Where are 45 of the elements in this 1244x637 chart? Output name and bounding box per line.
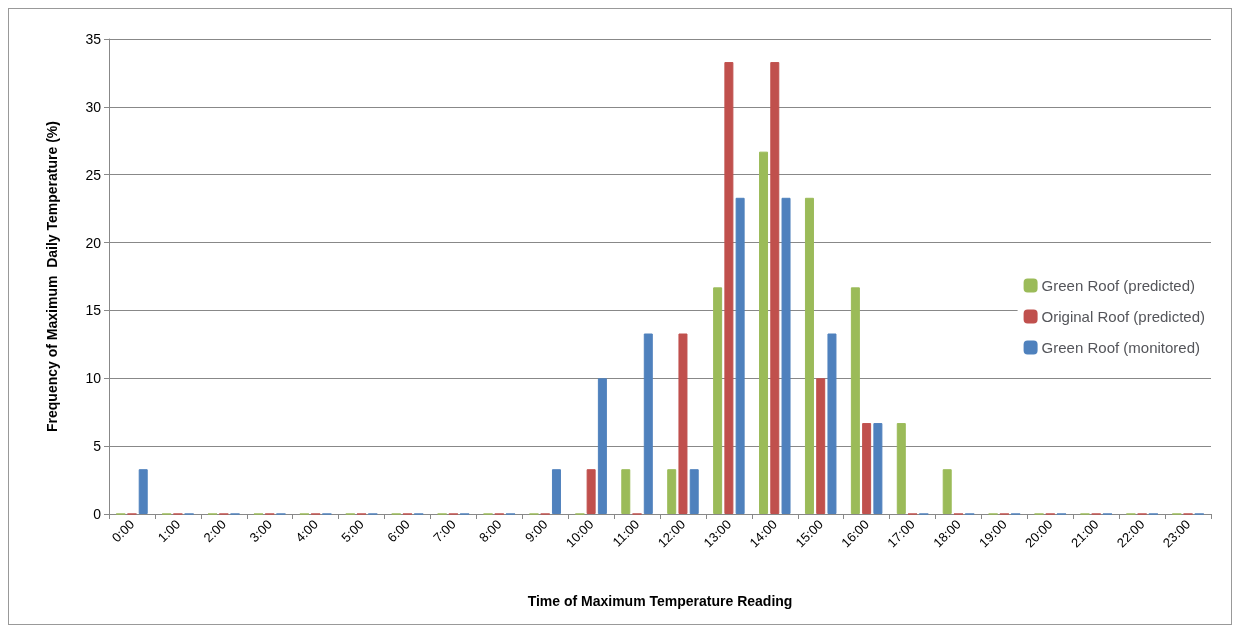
bar (759, 151, 769, 514)
y-tick-label: 0 (93, 506, 102, 522)
x-tick-label: 3:00 (246, 516, 276, 546)
y-tick-label: 30 (85, 98, 102, 115)
bar (862, 423, 872, 514)
bar (643, 333, 653, 514)
legend-label: Original Roof (predicted) (1041, 308, 1205, 325)
y-tick-label: 10 (85, 370, 102, 387)
legend-label: Green Roof (predicted) (1041, 277, 1196, 294)
bar (850, 287, 860, 514)
x-tick-label: 4:00 (292, 516, 321, 546)
bar (781, 197, 791, 514)
x-tick-label: 0:00 (108, 516, 138, 546)
bar (621, 469, 631, 514)
bar (770, 62, 780, 514)
bar (735, 197, 745, 514)
bar (678, 333, 688, 514)
y-tick-label: 25 (85, 166, 102, 183)
x-tick-label: 5:00 (338, 516, 367, 546)
legend-label: Green Roof (monitored) (1041, 339, 1200, 356)
bar (942, 469, 952, 514)
x-tick-label: 8:00 (476, 516, 505, 546)
bar (597, 378, 607, 514)
x-tick-label: 1:00 (154, 516, 184, 546)
bar (827, 333, 837, 514)
bar (586, 469, 596, 514)
y-tick-label: 20 (85, 234, 102, 251)
x-axis-title: Time of Maximum Temperature Reading (527, 593, 793, 609)
x-tick-label: 6:00 (384, 516, 413, 546)
bar (667, 469, 677, 514)
bar (816, 378, 826, 514)
bar (873, 423, 883, 514)
bar (689, 469, 699, 514)
bar (724, 62, 734, 514)
bar (551, 469, 561, 514)
y-tick-label: 15 (85, 302, 102, 319)
x-tick-label: 9:00 (522, 516, 551, 546)
bar (896, 423, 906, 514)
bar (713, 287, 723, 514)
bar (804, 197, 814, 514)
y-tick-label: 35 (85, 31, 102, 47)
bar (138, 469, 148, 514)
y-tick-label: 5 (93, 438, 102, 455)
x-tick-label: 7:00 (430, 516, 459, 546)
y-axis-title: Frequency of Maximum Daily Temperature (%) (44, 121, 60, 432)
